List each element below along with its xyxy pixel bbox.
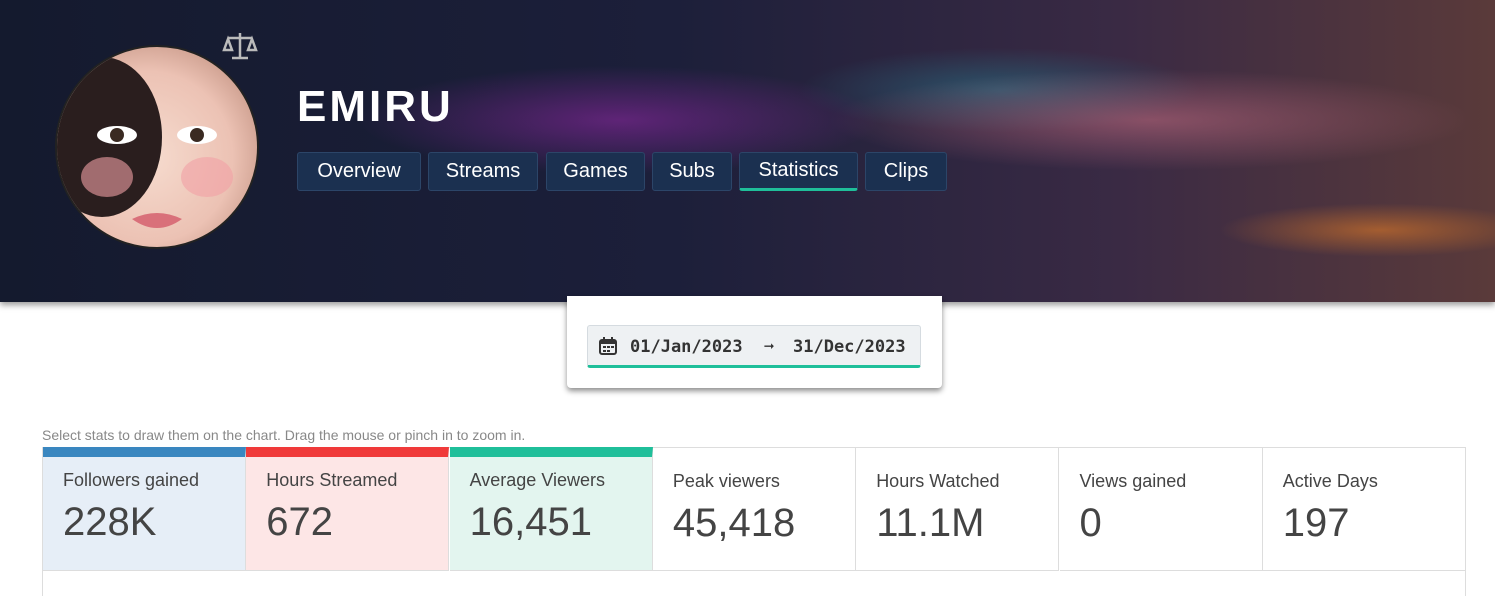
stat-card[interactable]: Active Days 197 — [1262, 448, 1466, 571]
stat-label: Average Viewers — [469, 470, 606, 490]
stat-card[interactable]: Average Viewers 16,451 — [449, 447, 653, 571]
date-arrow: ➞ — [764, 337, 775, 357]
stat-cards: Followers gained 228K Hours Streamed 672 Ave… — [42, 447, 1466, 596]
hint: Select stats to draw them on the chart. … — [42, 427, 526, 443]
stat-label: Views gained — [1079, 471, 1187, 491]
stat-value: 197 — [1282, 501, 1350, 545]
avatar — [55, 45, 259, 249]
stat-value: 672 — [266, 500, 334, 544]
date-range-input[interactable]: 01/Jan/2023 ➞ 31/Dec/2023 — [587, 325, 921, 368]
stat-label: Followers gained — [63, 470, 200, 490]
date-panel: 01/Jan/2023 ➞ 31/Dec/2023 — [567, 296, 942, 388]
nav-tab[interactable]: Clips — [865, 152, 947, 191]
calendar-icon — [599, 337, 617, 355]
stat-card[interactable]: Views gained 0 — [1059, 448, 1263, 571]
channel-name: EMIRU — [297, 82, 454, 131]
date-end: 31/Dec/2023 — [793, 337, 906, 357]
nav-tab[interactable]: Statistics — [739, 152, 858, 191]
stat-label: Peak viewers — [672, 471, 780, 491]
stat-card[interactable]: Followers gained 228K — [43, 447, 246, 571]
stat-card[interactable]: Hours Watched 11.1M — [856, 448, 1060, 571]
stat-value: 11.1M — [876, 501, 985, 545]
nav-tab[interactable]: Streams — [428, 152, 538, 191]
nav-tab[interactable]: Overview — [297, 152, 421, 191]
avatar-art — [57, 57, 233, 228]
stat-value: 45,418 — [672, 501, 796, 545]
nav-tab[interactable]: Subs — [652, 152, 732, 191]
stat-value: 16,451 — [469, 500, 592, 544]
stat-label: Hours Watched — [876, 471, 1000, 491]
banner: EMIRU Overview Streams Games Subs Statistics… — [0, 0, 1495, 302]
stat-value: 228K — [63, 500, 157, 544]
date-start: 01/Jan/2023 — [630, 337, 743, 357]
nav-tab[interactable]: Games — [546, 152, 645, 191]
stat-card[interactable]: Peak viewers 45,418 — [652, 448, 856, 571]
stat-label: Hours Streamed — [266, 470, 398, 490]
stat-value: 0 — [1079, 501, 1102, 545]
stat-label: Active Days — [1282, 471, 1378, 491]
stat-card[interactable]: Hours Streamed 672 — [246, 447, 450, 571]
compare-icon[interactable] — [222, 30, 258, 62]
